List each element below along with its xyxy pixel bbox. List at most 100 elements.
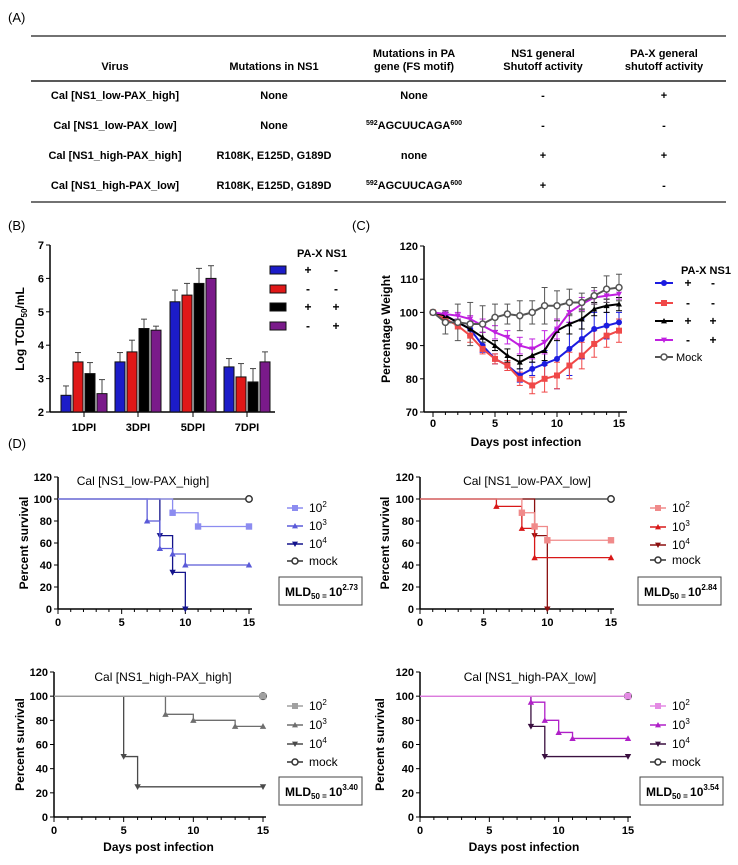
legend-label: 104 bbox=[309, 736, 327, 751]
survival-point bbox=[231, 723, 239, 729]
legend-ns1-sign: - bbox=[711, 276, 715, 290]
x-tick-label: 10 bbox=[551, 418, 563, 430]
mld-label: MLD bbox=[644, 585, 670, 599]
legend-marker bbox=[655, 505, 661, 511]
y-tick-label: 60 bbox=[402, 740, 414, 752]
legend-pax-sign: - bbox=[306, 319, 310, 333]
mld-label: MLD bbox=[646, 785, 672, 799]
data-point bbox=[616, 291, 622, 298]
x-tick-label: 0 bbox=[417, 825, 423, 837]
table-cell: R108K, E125D, G189D bbox=[217, 180, 332, 192]
dose-base: 10 bbox=[672, 737, 686, 751]
bar bbox=[72, 361, 84, 413]
table-cell: + bbox=[661, 90, 667, 102]
data-point bbox=[541, 347, 548, 353]
motif-start-superscript: 592 bbox=[366, 180, 378, 187]
data-point bbox=[591, 326, 598, 332]
survival-curve bbox=[58, 498, 249, 566]
panel-label-b: (B) bbox=[8, 218, 25, 233]
legend-ns1-sign: - bbox=[334, 282, 338, 296]
survival-point bbox=[245, 523, 253, 530]
legend-label: 103 bbox=[672, 519, 690, 534]
data-point bbox=[554, 372, 560, 379]
data-point bbox=[603, 293, 610, 299]
survival-point bbox=[162, 711, 169, 717]
data-point bbox=[429, 308, 437, 317]
legend-label: 104 bbox=[309, 536, 327, 551]
bar bbox=[223, 366, 235, 413]
x-axis-label: Days post infection bbox=[103, 840, 214, 854]
series-line bbox=[432, 311, 620, 387]
x-tick-label: 5 bbox=[481, 617, 487, 629]
data-point bbox=[603, 322, 610, 329]
y-tick-label: 120 bbox=[396, 472, 414, 484]
table-cell: - bbox=[662, 180, 666, 192]
survival-point bbox=[518, 525, 526, 531]
table-cell: Cal [NS1_high-PAX_low] bbox=[51, 180, 179, 192]
data-point bbox=[529, 382, 536, 389]
x-tick-label: 7DPI bbox=[235, 422, 259, 434]
bar bbox=[247, 381, 259, 413]
data-point bbox=[504, 362, 511, 369]
survival-point bbox=[607, 537, 615, 544]
x-tick-label: 5DPI bbox=[181, 422, 205, 434]
x-tick-label: 3DPI bbox=[126, 422, 150, 434]
table-cell: R108K, E125D, G189D bbox=[217, 150, 332, 162]
x-tick-label: 5 bbox=[121, 825, 127, 837]
legend-label: Mock bbox=[676, 352, 703, 364]
y-tick-label: 80 bbox=[402, 516, 414, 528]
table-cell: 592AGCUUCAGA600 bbox=[366, 120, 462, 132]
survival-point bbox=[182, 561, 189, 568]
survival-point bbox=[531, 554, 538, 561]
legend-marker bbox=[654, 758, 662, 766]
table-header-0: Virus bbox=[101, 61, 128, 73]
legend-pax-sign: + bbox=[684, 314, 691, 328]
y-tick-label: 0 bbox=[408, 812, 414, 824]
survival-point bbox=[182, 606, 189, 613]
x-tick-label: 10 bbox=[541, 617, 553, 629]
series-line bbox=[432, 293, 620, 350]
legend-label: mock bbox=[672, 553, 702, 567]
motif-sequence: AGCUUCAGA bbox=[378, 120, 451, 132]
y-tick-label: 0 bbox=[42, 812, 48, 824]
panel-label-c: (C) bbox=[352, 218, 370, 233]
y-tick-label: 20 bbox=[402, 788, 414, 800]
data-point bbox=[454, 313, 461, 319]
y-tick-label: 0 bbox=[46, 604, 52, 616]
dose-exponent: 3 bbox=[322, 518, 327, 527]
legend-marker bbox=[655, 741, 661, 747]
legend-ns1-sign: + bbox=[332, 300, 339, 314]
survival-point bbox=[120, 754, 127, 760]
dose-exponent: 2 bbox=[685, 698, 690, 707]
dose-exponent: 4 bbox=[685, 736, 690, 745]
data-point bbox=[516, 359, 523, 365]
survival-point bbox=[531, 523, 538, 530]
data-point bbox=[578, 352, 585, 359]
motif-end-superscript: 600 bbox=[450, 120, 462, 127]
mld-base: 10 bbox=[690, 785, 704, 799]
y-tick-label: 2 bbox=[38, 407, 44, 419]
legend-header: PA-X NS1 bbox=[297, 248, 347, 260]
legend-marker bbox=[292, 703, 298, 709]
data-point bbox=[467, 316, 474, 323]
survival-curve bbox=[54, 695, 263, 728]
y-tick-label: 120 bbox=[34, 472, 52, 484]
bar bbox=[138, 328, 150, 413]
y-tick-label: 120 bbox=[396, 667, 414, 679]
x-tick-label: 0 bbox=[51, 825, 57, 837]
x-tick-label: 10 bbox=[187, 825, 199, 837]
legend-marker bbox=[292, 722, 298, 728]
data-point bbox=[616, 327, 622, 334]
chart-title: Cal [NS1_high-PAX_high] bbox=[94, 670, 231, 684]
survival-point bbox=[245, 561, 253, 568]
survival-curve bbox=[420, 498, 611, 559]
mld-subscript: 50 = bbox=[672, 792, 690, 801]
bar bbox=[181, 294, 193, 413]
x-tick-label: 0 bbox=[55, 617, 61, 629]
bar bbox=[193, 282, 205, 413]
legend-label: 102 bbox=[672, 500, 690, 515]
y-tick-label: 7 bbox=[38, 240, 44, 252]
x-tick-label: 15 bbox=[613, 418, 625, 430]
legend-ns1-sign: - bbox=[711, 296, 715, 310]
legend-marker bbox=[292, 523, 298, 529]
